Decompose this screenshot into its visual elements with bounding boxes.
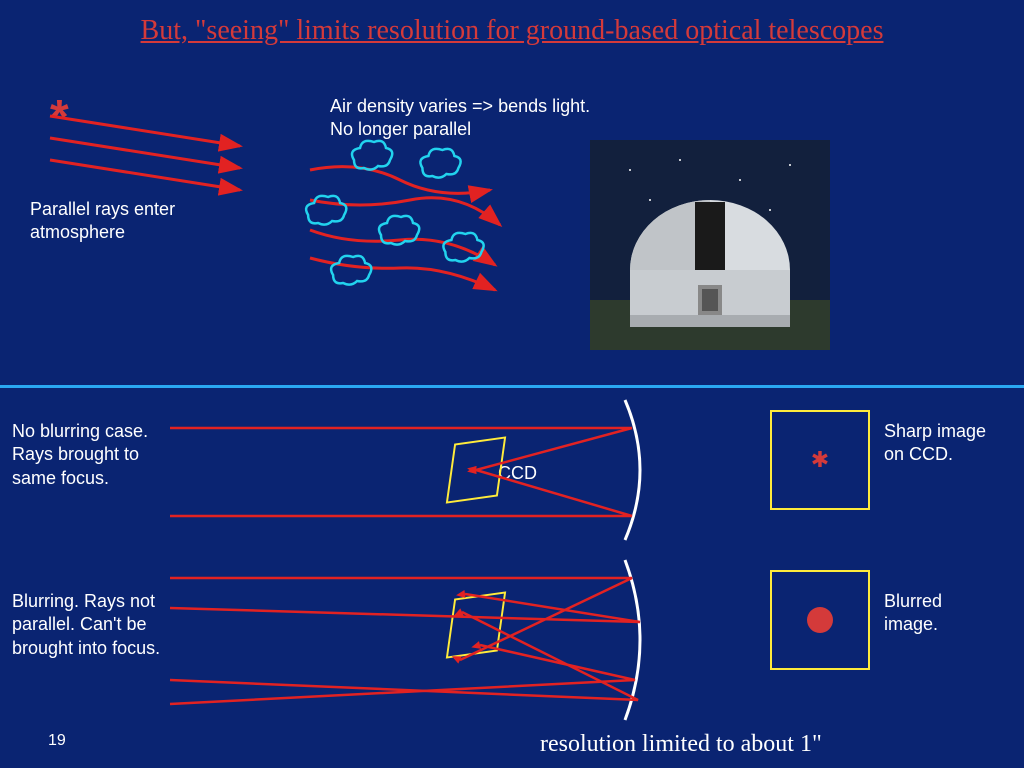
blurred-dot-icon [807,607,833,633]
observatory-image [590,140,830,350]
footer-text: resolution limited to about 1" [540,731,822,758]
divider-line [0,385,1024,388]
star-source: * [50,90,69,145]
result-sharp: ✱ [770,410,870,510]
label-sharp: Sharp image on CCD. [884,420,1004,467]
label-ccd: CCD [498,462,537,485]
ccd-box-sharp [446,436,506,503]
label-airdensity: Air density varies => bends light. No lo… [330,95,610,142]
sharp-star-icon: ✱ [811,447,829,473]
slide-title: But, "seeing" limits resolution for grou… [30,15,994,47]
slide-number: 19 [48,732,66,750]
ccd-box-blur [446,591,506,658]
label-noblur: No blurring case. Rays brought to same f… [12,420,172,490]
label-blurring: Blurring. Rays not parallel. Can't be br… [12,590,182,660]
label-parallel: Parallel rays enter atmosphere [30,198,210,245]
result-blurred [770,570,870,670]
label-blurred: Blurred image. [884,590,984,637]
